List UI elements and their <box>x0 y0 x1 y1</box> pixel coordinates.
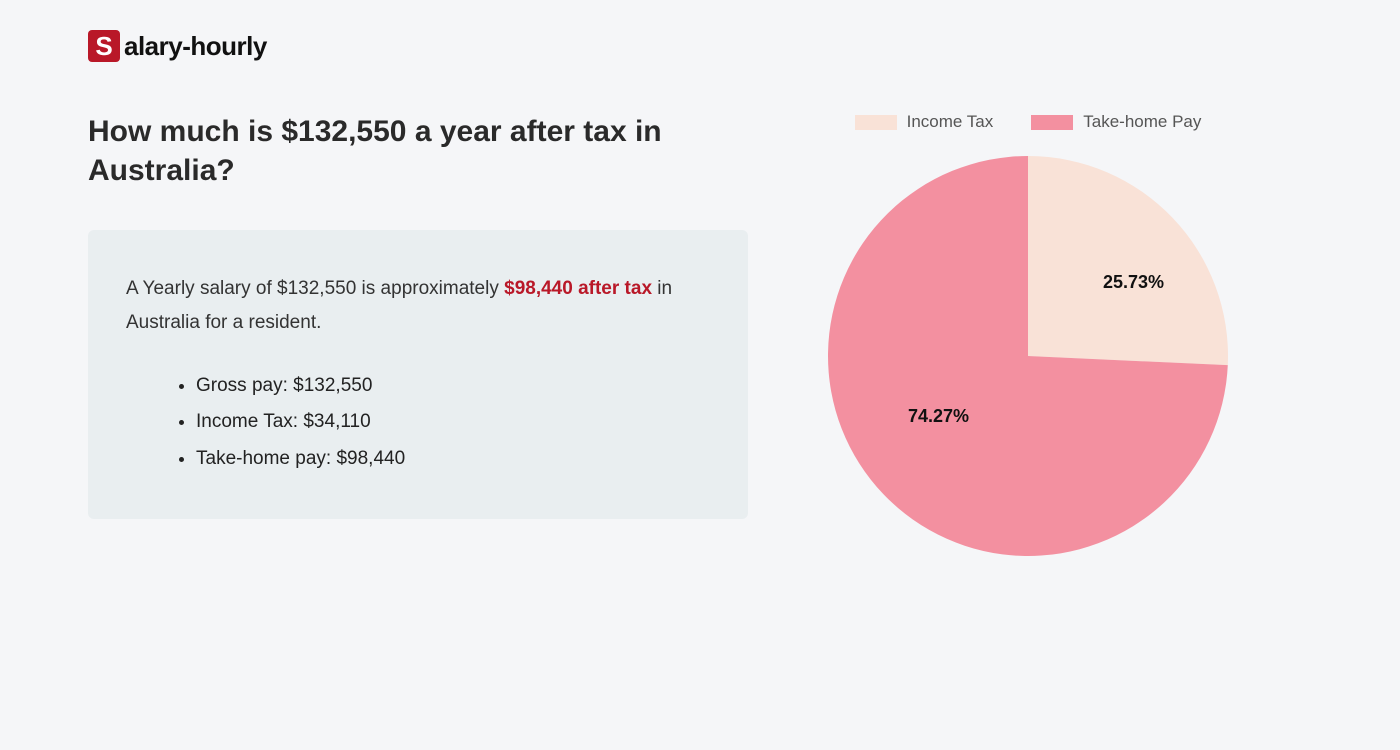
summary-highlight: $98,440 after tax <box>504 278 652 299</box>
content-row: How much is $132,550 a year after tax in… <box>88 112 1312 556</box>
logo-text: alary-hourly <box>124 31 267 62</box>
pie-svg <box>828 156 1228 556</box>
list-item: Gross pay: $132,550 <box>196 368 710 404</box>
summary-paragraph: A Yearly salary of $132,550 is approxima… <box>126 272 710 340</box>
page-title: How much is $132,550 a year after tax in… <box>88 112 748 190</box>
legend-label: Income Tax <box>907 112 994 132</box>
list-item: Income Tax: $34,110 <box>196 404 710 440</box>
site-logo: S alary-hourly <box>88 30 1312 62</box>
pie-chart: 25.73% 74.27% <box>828 156 1228 556</box>
left-column: How much is $132,550 a year after tax in… <box>88 112 748 556</box>
summary-list: Gross pay: $132,550 Income Tax: $34,110 … <box>126 368 710 476</box>
legend-swatch <box>1031 115 1073 130</box>
legend-swatch <box>855 115 897 130</box>
pie-slice-income-tax <box>1028 156 1228 365</box>
pie-label-take-home-pay: 74.27% <box>908 406 969 427</box>
summary-before: A Yearly salary of $132,550 is approxima… <box>126 278 504 299</box>
summary-box: A Yearly salary of $132,550 is approxima… <box>88 230 748 519</box>
pie-label-income-tax: 25.73% <box>1103 272 1164 293</box>
legend-item-income-tax: Income Tax <box>855 112 994 132</box>
chart-legend: Income Tax Take-home Pay <box>855 112 1202 132</box>
legend-item-take-home: Take-home Pay <box>1031 112 1201 132</box>
list-item: Take-home pay: $98,440 <box>196 441 710 477</box>
chart-column: Income Tax Take-home Pay 25.73% 74.27% <box>808 112 1248 556</box>
logo-mark: S <box>88 30 120 62</box>
legend-label: Take-home Pay <box>1083 112 1201 132</box>
